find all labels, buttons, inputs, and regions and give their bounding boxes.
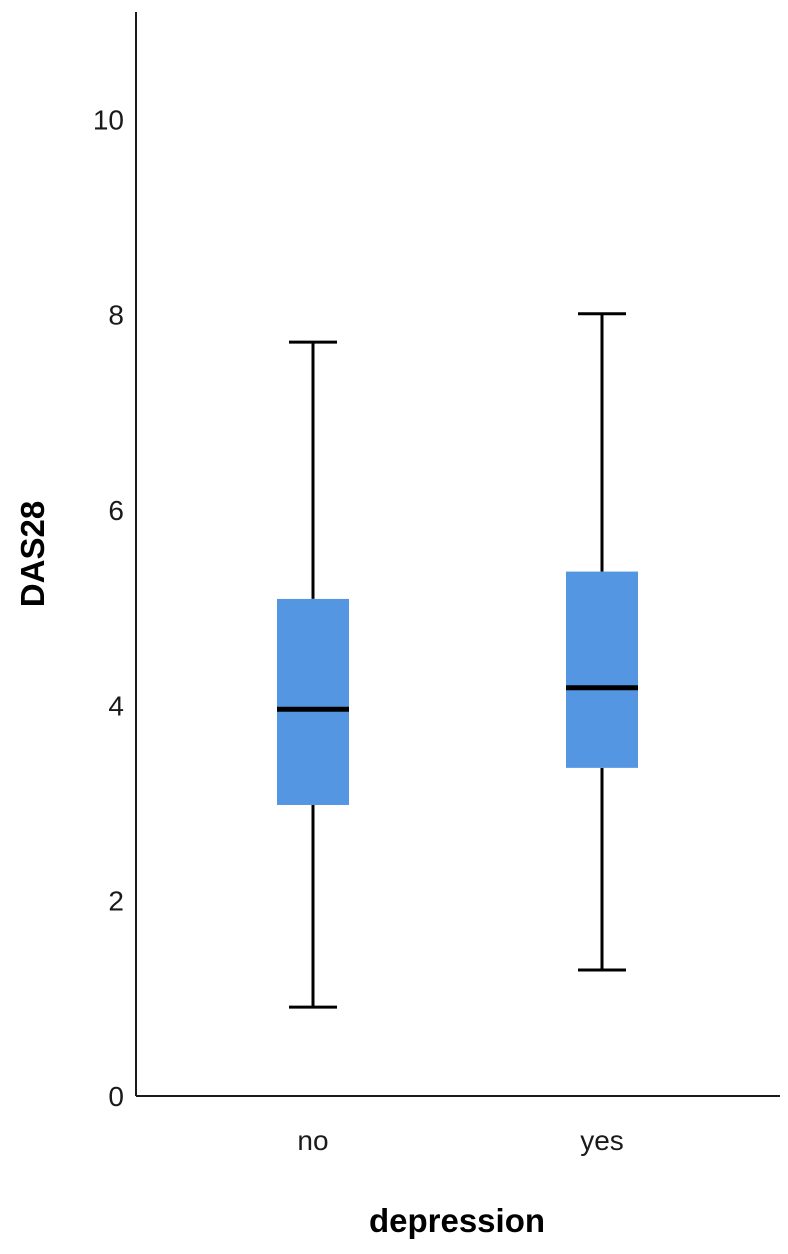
iqr-box	[566, 571, 638, 768]
y-tick-label: 8	[108, 300, 124, 331]
y-tick-label: 2	[108, 886, 124, 917]
x-tick-label: no	[297, 1125, 328, 1156]
iqr-box	[277, 598, 349, 805]
box-group-yes	[566, 312, 638, 972]
y-axis-title: DAS28	[14, 501, 51, 607]
y-tick-label: 6	[108, 495, 124, 526]
y-tick-labels: 0 2 4 6 8 10	[93, 104, 124, 1112]
x-tick-label: yes	[580, 1125, 624, 1156]
y-tick-label: 10	[93, 104, 124, 135]
y-tick-label: 4	[108, 690, 124, 721]
y-tick-label: 0	[108, 1081, 124, 1112]
box-group-no	[277, 340, 349, 1009]
box-series	[277, 312, 638, 1009]
x-axis-title: depression	[369, 1202, 545, 1239]
x-tick-labels: no yes	[297, 1125, 623, 1156]
axes	[135, 12, 780, 1097]
